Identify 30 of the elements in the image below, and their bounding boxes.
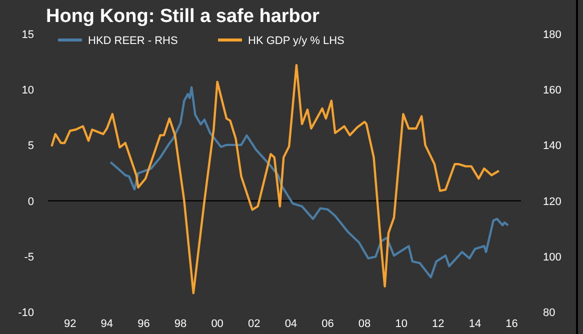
y2-tick-label: 80 [543,307,556,319]
y2-tick-label: 160 [543,84,562,97]
x-tick-label: 96 [138,318,150,330]
legend-label: HK GDP y/y % LHS [248,35,344,47]
x-tick-label: 92 [64,318,76,330]
line-series [50,64,500,294]
y-tick-label: -5 [24,251,34,264]
x-tick-label: 02 [248,318,260,330]
x-tick-label: 00 [211,318,224,330]
y-tick-label: 10 [22,84,34,97]
y-tick-label: 5 [28,140,34,152]
legend-label: HKD REER - RHS [88,35,178,47]
x-tick-label: 98 [174,318,187,330]
x-tick-label: 04 [284,318,298,330]
x-tick-label: 14 [468,318,482,330]
x-tick-label: 10 [395,318,408,330]
y2-tick-label: 120 [543,196,562,208]
y-tick-label: -10 [18,307,34,319]
chart-title: Hong Kong: Still a safe harbor [46,6,320,27]
x-tick-label: 94 [100,318,114,330]
line-series [109,86,510,278]
y2-tick-label: 180 [543,29,562,41]
x-tick-label: 08 [358,318,371,330]
y2-tick-label: 140 [543,140,562,152]
y-tick-label: 0 [28,196,34,208]
y2-tick-label: 100 [543,251,562,264]
x-tick-label: 16 [506,318,518,330]
x-tick-label: 06 [322,318,334,330]
y-tick-label: 15 [22,29,34,41]
x-tick-label: 12 [432,318,444,330]
